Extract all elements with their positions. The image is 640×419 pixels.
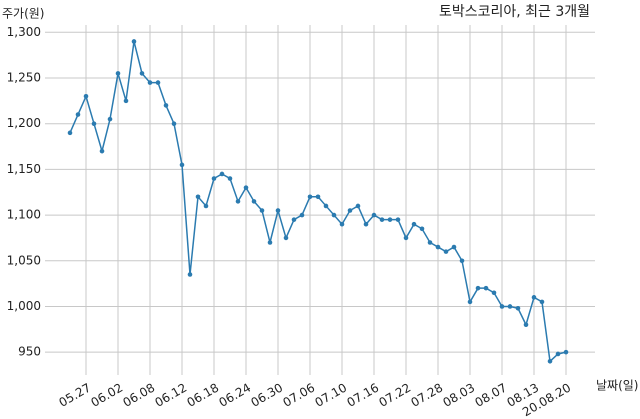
price-point	[507, 304, 513, 309]
price-point	[339, 221, 345, 227]
x-tick-label: 06.24	[216, 381, 253, 410]
price-point	[139, 71, 145, 76]
price-point	[467, 299, 473, 305]
price-point	[515, 305, 521, 311]
price-point	[235, 199, 241, 204]
price-point	[155, 80, 161, 85]
y-tick-label: 1,050	[7, 253, 41, 267]
price-point	[83, 93, 89, 99]
price-point	[195, 194, 201, 200]
y-tick-label: 1,200	[7, 116, 41, 130]
x-tick-label: 08.07	[472, 381, 509, 410]
y-tick-label: 950	[18, 345, 41, 359]
x-tick-label: 07.16	[344, 381, 381, 410]
price-point	[531, 295, 537, 300]
price-point	[539, 299, 545, 305]
price-point	[291, 217, 297, 222]
price-point	[147, 80, 153, 85]
y-tick-label: 1,250	[7, 71, 41, 85]
price-point	[323, 203, 329, 209]
price-point	[379, 217, 385, 222]
x-tick-label: 06.12	[152, 381, 189, 410]
price-point	[563, 349, 569, 355]
price-point	[347, 208, 353, 213]
price-point	[427, 240, 433, 245]
x-tick-label: 07.06	[280, 381, 317, 410]
price-point	[411, 221, 417, 227]
price-point	[267, 240, 273, 245]
price-point	[435, 244, 441, 250]
price-point	[355, 203, 361, 209]
x-tick-label: 06.08	[120, 381, 157, 410]
price-point	[107, 116, 113, 122]
price-point	[451, 244, 457, 250]
price-point	[555, 351, 561, 357]
price-point	[299, 212, 305, 218]
price-point	[443, 249, 449, 254]
price-point	[275, 208, 281, 213]
price-point	[547, 358, 553, 364]
price-line	[69, 41, 567, 363]
price-point	[483, 285, 489, 291]
price-point	[75, 112, 81, 117]
x-tick-label: 07.28	[408, 381, 445, 410]
price-point	[243, 185, 249, 190]
price-point	[203, 203, 209, 209]
price-point	[67, 130, 73, 136]
x-tick-label: 05.27	[56, 381, 93, 410]
price-point	[211, 176, 217, 181]
price-point	[227, 176, 233, 181]
chart-title: 토박스코리아, 최근 3개월	[439, 4, 590, 20]
price-point	[403, 235, 409, 241]
price-point	[283, 235, 289, 241]
x-tick-label: 06.02	[88, 381, 125, 410]
price-point	[123, 98, 129, 104]
x-tick-label: 06.18	[184, 381, 221, 410]
price-point	[115, 71, 121, 76]
price-point	[363, 221, 369, 227]
price-point	[459, 258, 465, 264]
price-point	[315, 194, 321, 200]
x-tick-label: 07.22	[376, 381, 413, 410]
price-point	[219, 171, 225, 177]
x-tick-label: 07.10	[312, 381, 349, 410]
price-point	[475, 285, 481, 291]
price-point	[307, 194, 313, 200]
price-point	[259, 208, 265, 213]
price-point	[395, 217, 401, 222]
y-axis-label: 주가(원)	[2, 7, 44, 21]
price-point	[419, 226, 425, 232]
x-axis-label: 날짜(일)	[596, 379, 638, 393]
price-point	[523, 322, 529, 328]
y-tick-label: 1,150	[7, 162, 41, 176]
y-tick-label: 1,300	[7, 25, 41, 39]
y-tick-label: 1,100	[7, 208, 41, 222]
price-point	[491, 290, 497, 296]
price-point	[91, 121, 97, 126]
price-point	[171, 121, 177, 126]
price-point	[371, 212, 377, 218]
x-tick-label: 08.03	[440, 381, 477, 410]
price-point	[99, 148, 105, 154]
price-point	[331, 212, 337, 218]
price-point	[499, 304, 505, 309]
price-point	[179, 162, 185, 168]
price-point	[251, 199, 257, 204]
price-point	[131, 39, 137, 44]
price-point	[163, 103, 169, 108]
price-point	[187, 272, 193, 277]
y-tick-label: 1,000	[7, 299, 41, 313]
price-point	[387, 217, 393, 222]
x-tick-label: 06.30	[248, 381, 285, 410]
